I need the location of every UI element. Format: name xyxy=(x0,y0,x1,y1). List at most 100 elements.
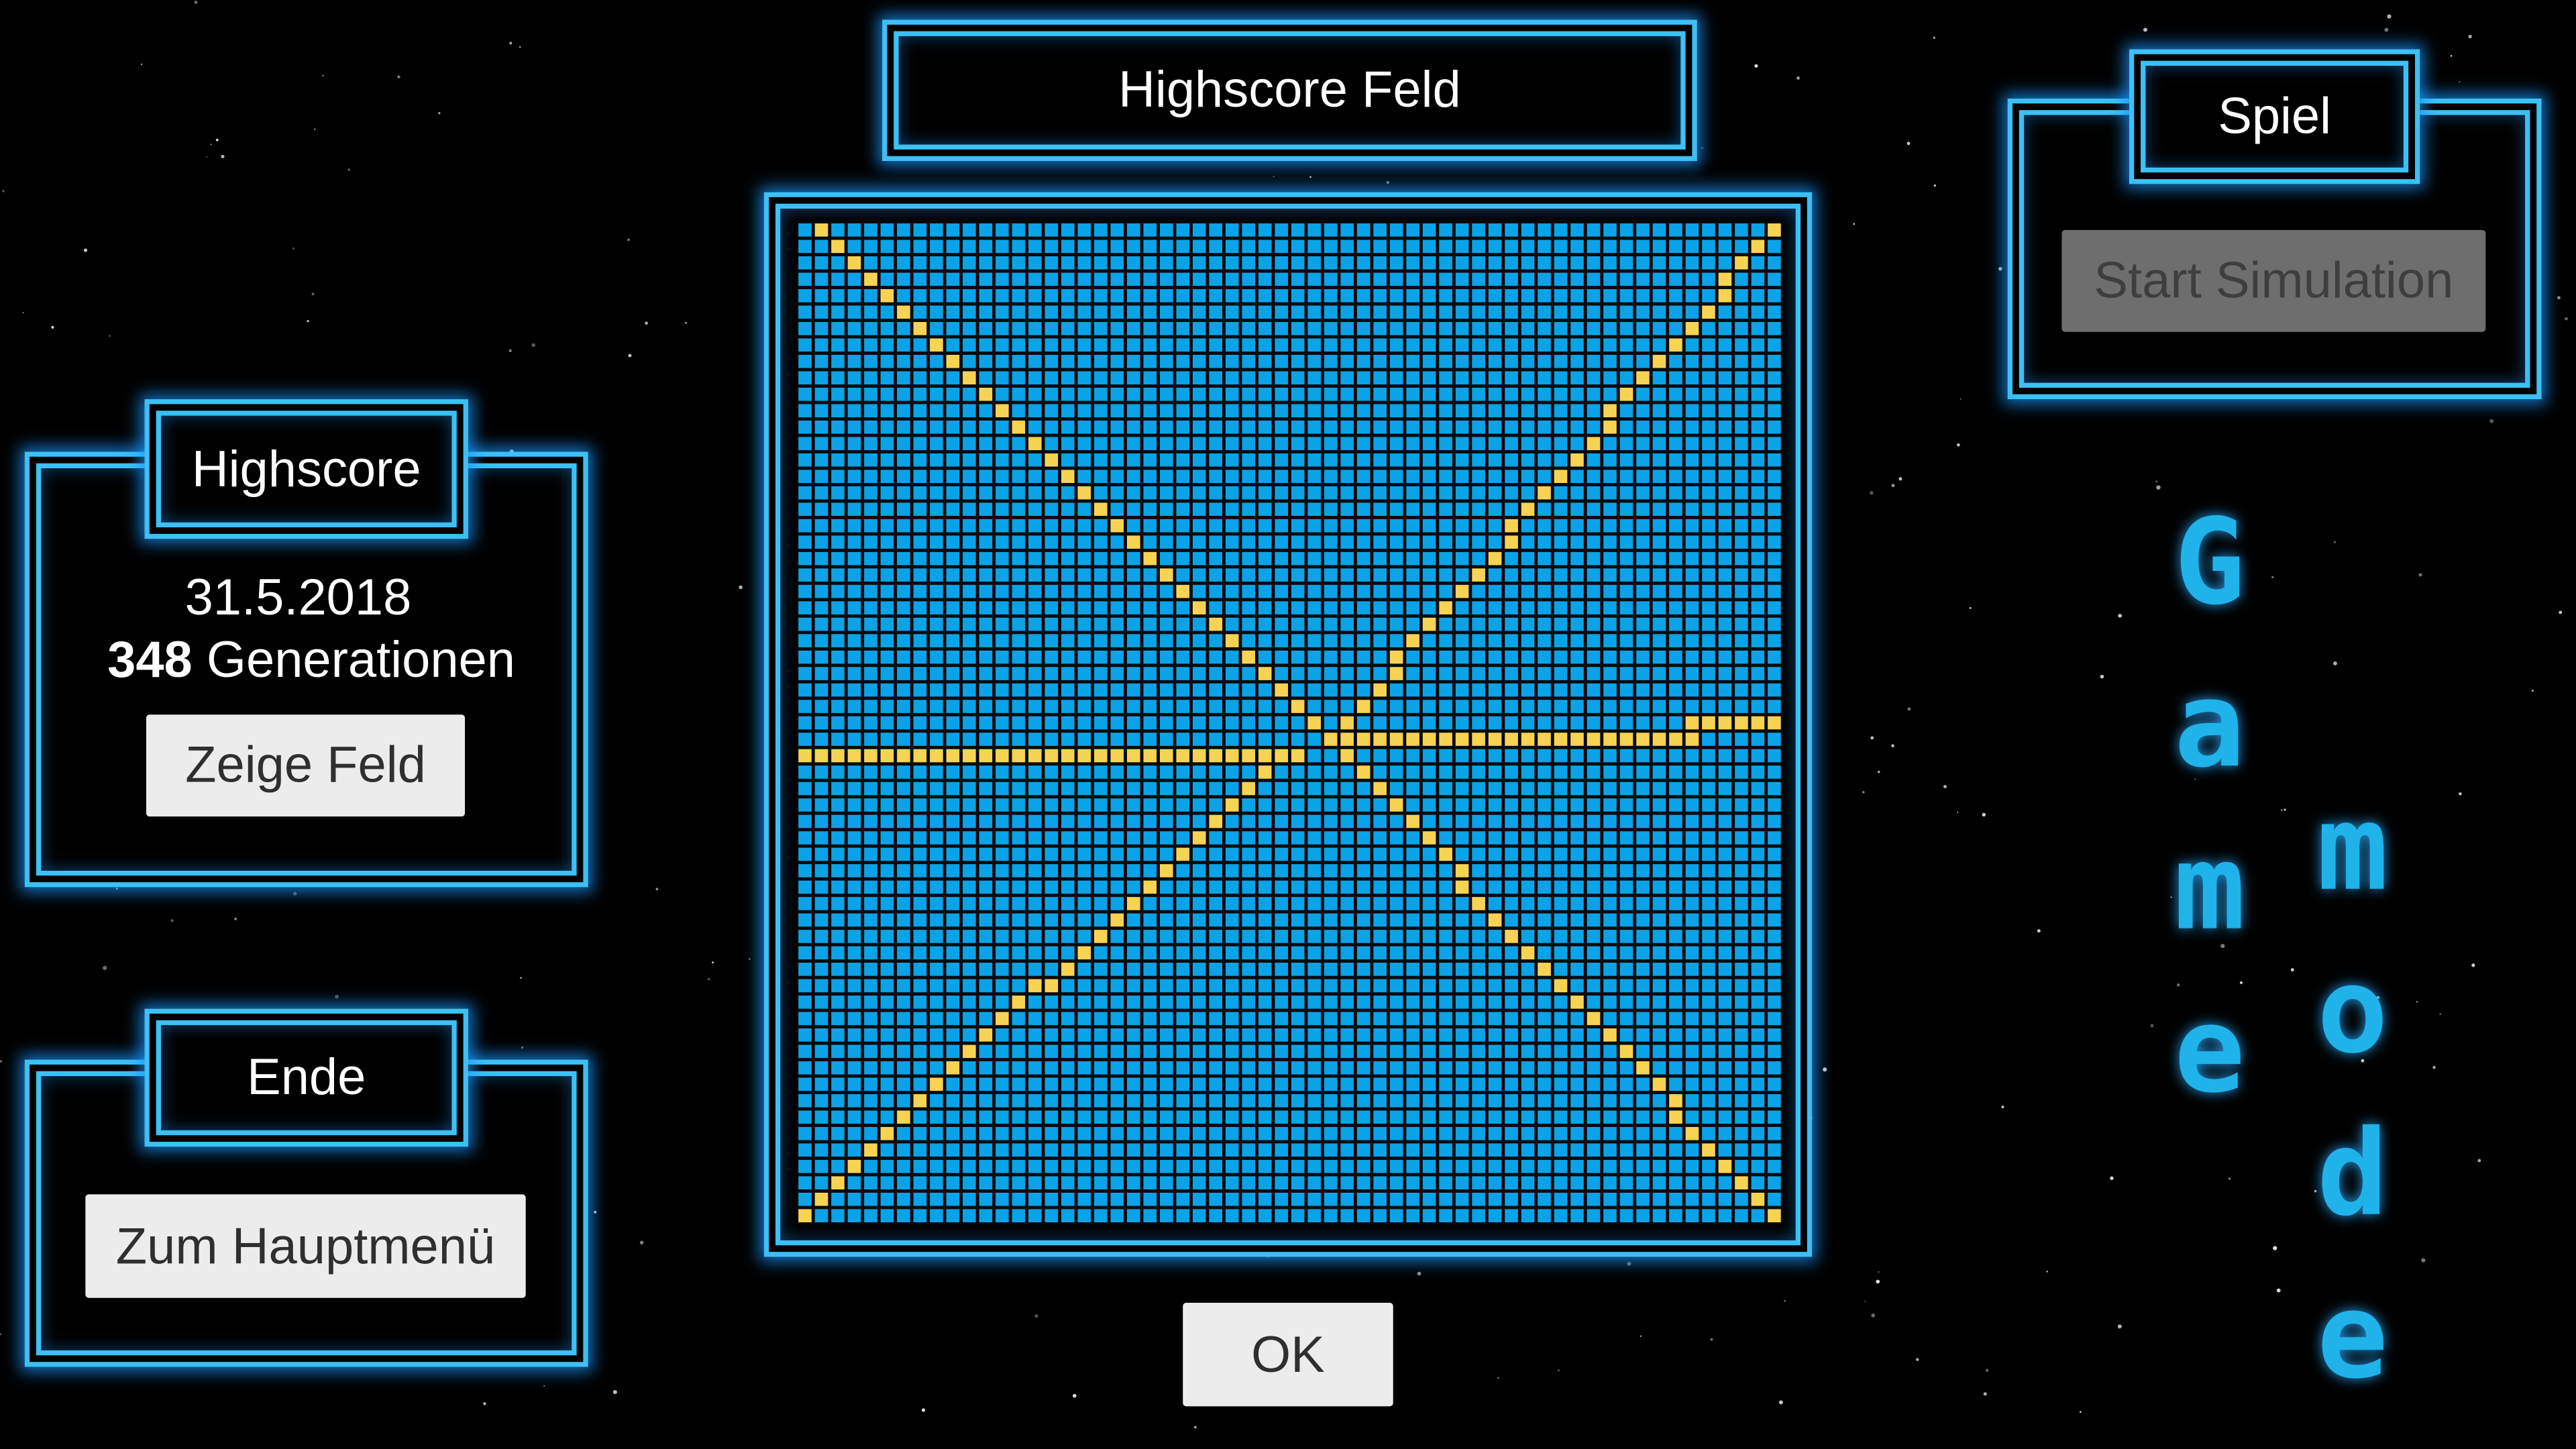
start-simulation-button[interactable]: Start Simulation xyxy=(2061,229,2486,332)
cell xyxy=(1685,733,1699,746)
cell xyxy=(1110,979,1124,993)
cell xyxy=(1012,519,1026,533)
cell xyxy=(1324,239,1338,254)
cell xyxy=(1291,650,1305,664)
cell xyxy=(963,782,976,796)
cell xyxy=(1258,453,1272,467)
cell xyxy=(1735,404,1748,418)
cell xyxy=(1718,864,1732,877)
cell xyxy=(1406,289,1419,303)
cell xyxy=(1603,749,1617,763)
cell xyxy=(1505,1061,1518,1075)
cell xyxy=(1110,601,1124,614)
cell xyxy=(1652,996,1666,1009)
cell xyxy=(1735,1127,1748,1140)
cell xyxy=(996,1028,1009,1042)
cell xyxy=(1472,404,1485,418)
cell xyxy=(1258,601,1272,614)
cell xyxy=(996,535,1009,549)
cell xyxy=(1669,1077,1682,1091)
star xyxy=(1898,477,1902,481)
show-field-button[interactable]: Zeige Feld xyxy=(146,714,466,817)
cell xyxy=(1768,1143,1781,1157)
cell xyxy=(1192,979,1206,993)
cell xyxy=(1356,1143,1371,1157)
cell xyxy=(1044,437,1059,451)
cell xyxy=(1472,634,1485,647)
cell xyxy=(1685,996,1699,1009)
cell xyxy=(1735,847,1748,861)
star xyxy=(335,994,339,999)
cell xyxy=(1307,322,1321,335)
cell xyxy=(1406,963,1419,976)
cell xyxy=(864,289,877,303)
cell xyxy=(1209,897,1223,910)
cell xyxy=(1307,963,1321,976)
title-frame xyxy=(882,19,1697,161)
star xyxy=(0,1060,2,1063)
cell xyxy=(798,223,812,237)
ok-button[interactable]: OK xyxy=(1183,1303,1393,1407)
cell xyxy=(1505,1176,1518,1190)
cell xyxy=(1209,568,1223,582)
cell xyxy=(1209,831,1223,845)
cell xyxy=(1587,584,1601,598)
cell xyxy=(1505,535,1518,549)
cell xyxy=(831,765,845,779)
cell xyxy=(1603,551,1617,566)
cell xyxy=(1324,913,1338,927)
cell xyxy=(1176,404,1190,418)
cell xyxy=(1307,716,1321,730)
cell xyxy=(1570,338,1584,352)
cell xyxy=(1570,420,1584,434)
cell xyxy=(1110,437,1124,451)
cell xyxy=(996,617,1009,631)
star xyxy=(1907,142,1911,146)
cell xyxy=(1521,1077,1535,1091)
cell xyxy=(880,305,894,319)
cell xyxy=(1077,946,1091,960)
cell xyxy=(1652,1094,1666,1108)
cell xyxy=(963,371,976,385)
cell xyxy=(831,1159,845,1173)
cell xyxy=(1209,765,1223,779)
cell xyxy=(1538,996,1551,1009)
cell xyxy=(1094,371,1108,385)
cell xyxy=(1505,946,1518,960)
cell xyxy=(814,1094,828,1108)
cell xyxy=(1768,502,1781,516)
cell xyxy=(1685,749,1699,763)
cell xyxy=(1340,223,1354,237)
cell xyxy=(1455,979,1469,993)
cell xyxy=(913,996,927,1009)
cell xyxy=(1110,420,1124,434)
cell xyxy=(847,387,861,401)
cell xyxy=(798,716,812,730)
cell xyxy=(1143,1176,1157,1190)
cell xyxy=(1389,453,1403,467)
cell xyxy=(1110,1110,1124,1124)
cell xyxy=(1735,387,1748,401)
cell xyxy=(979,502,993,516)
cell xyxy=(1685,979,1699,993)
cell xyxy=(1521,470,1535,483)
cell xyxy=(1619,700,1633,713)
cell xyxy=(1094,814,1108,828)
cell xyxy=(1176,1127,1190,1140)
cell xyxy=(1373,519,1387,533)
cell xyxy=(897,798,910,812)
cell xyxy=(1094,404,1108,418)
cell xyxy=(1768,601,1781,614)
cell xyxy=(1636,814,1650,828)
cell xyxy=(1636,946,1650,960)
cell xyxy=(814,354,828,368)
cell xyxy=(1192,667,1206,680)
cell xyxy=(1077,1159,1091,1173)
main-menu-button[interactable]: Zum Hauptmenü xyxy=(85,1194,526,1298)
cell xyxy=(1258,1028,1272,1042)
cell xyxy=(1636,305,1650,319)
cell xyxy=(1570,535,1584,549)
cell xyxy=(1554,814,1568,828)
cell xyxy=(798,289,812,303)
cell xyxy=(897,1159,910,1173)
